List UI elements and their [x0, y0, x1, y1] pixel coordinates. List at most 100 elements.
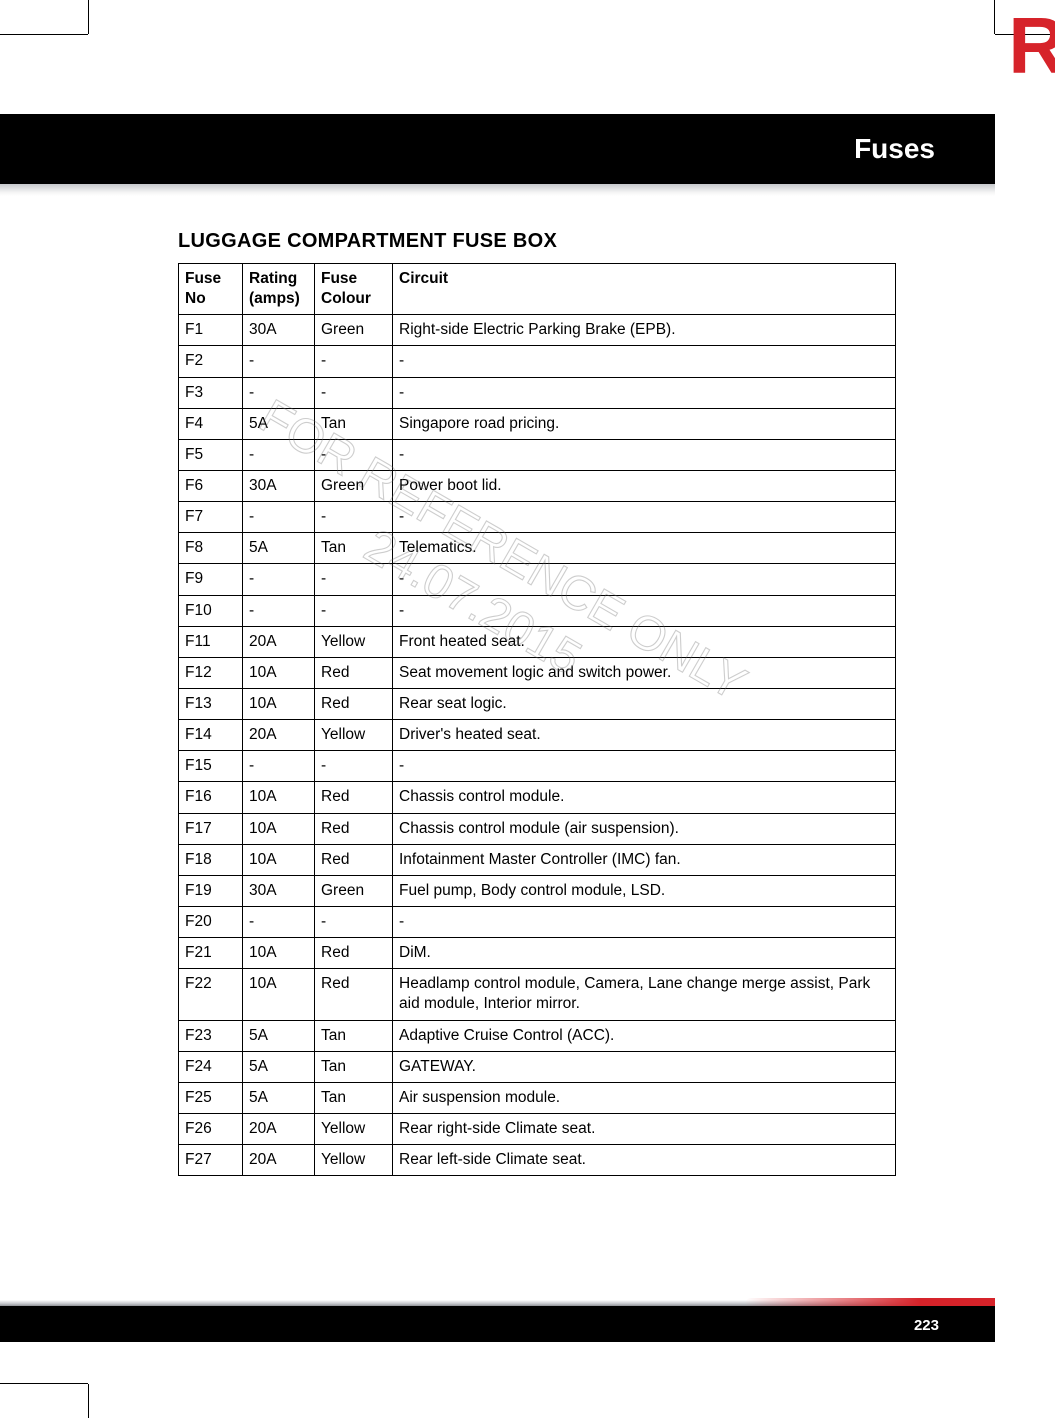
table-row: F1120AYellowFront heated seat. — [179, 626, 896, 657]
table-cell: F17 — [179, 813, 243, 844]
table-cell: Right-side Electric Parking Brake (EPB). — [393, 315, 896, 346]
table-cell: Fuel pump, Body control module, LSD. — [393, 875, 896, 906]
table-cell: - — [315, 346, 393, 377]
table-cell: 20A — [243, 720, 315, 751]
table-cell: F19 — [179, 875, 243, 906]
table-cell: F6 — [179, 470, 243, 501]
table-cell: Red — [315, 657, 393, 688]
table-cell: 10A — [243, 969, 315, 1020]
table-cell: 10A — [243, 782, 315, 813]
col-header-rating: Rating(amps) — [243, 264, 315, 315]
footer-bar — [0, 1306, 995, 1342]
table-cell: F9 — [179, 564, 243, 595]
table-cell: Tan — [315, 1020, 393, 1051]
table-cell: 10A — [243, 688, 315, 719]
page-number: 223 — [914, 1317, 939, 1334]
table-cell: Red — [315, 688, 393, 719]
page-title: Fuses — [854, 133, 935, 165]
table-cell: F11 — [179, 626, 243, 657]
section-letter: R — [1008, 0, 1055, 92]
table-cell: - — [315, 502, 393, 533]
table-cell: - — [243, 502, 315, 533]
table-cell: 30A — [243, 315, 315, 346]
table-row: F245ATanGATEWAY. — [179, 1051, 896, 1082]
col-header-circuit: Circuit — [393, 264, 896, 315]
table-cell: F16 — [179, 782, 243, 813]
table-cell: - — [393, 906, 896, 937]
table-cell: - — [243, 564, 315, 595]
table-cell: F2 — [179, 346, 243, 377]
table-cell: - — [315, 906, 393, 937]
table-cell: Red — [315, 969, 393, 1020]
table-body: F130AGreenRight-side Electric Parking Br… — [179, 315, 896, 1176]
table-cell: - — [393, 502, 896, 533]
col-header-colour: FuseColour — [315, 264, 393, 315]
table-cell: Chassis control module (air suspension). — [393, 813, 896, 844]
content-area: LUGGAGE COMPARTMENT FUSE BOX Fuse No Rat… — [178, 230, 896, 1176]
table-cell: DiM. — [393, 938, 896, 969]
table-cell: Power boot lid. — [393, 470, 896, 501]
table-cell: - — [243, 751, 315, 782]
table-cell: 10A — [243, 938, 315, 969]
table-cell: 30A — [243, 470, 315, 501]
table-cell: F8 — [179, 533, 243, 564]
table-cell: Tan — [315, 408, 393, 439]
table-cell: F3 — [179, 377, 243, 408]
table-cell: GATEWAY. — [393, 1051, 896, 1082]
table-row: F2110ARedDiM. — [179, 938, 896, 969]
table-row: F45ATanSingapore road pricing. — [179, 408, 896, 439]
table-row: F20--- — [179, 906, 896, 937]
table-cell: 10A — [243, 813, 315, 844]
table-cell: Adaptive Cruise Control (ACC). — [393, 1020, 896, 1051]
table-cell: Headlamp control module, Camera, Lane ch… — [393, 969, 896, 1020]
table-cell: 5A — [243, 533, 315, 564]
table-cell: F18 — [179, 844, 243, 875]
table-cell: Infotainment Master Controller (IMC) fan… — [393, 844, 896, 875]
table-cell: - — [315, 439, 393, 470]
table-cell: - — [393, 346, 896, 377]
col-header-fuseno: Fuse No — [179, 264, 243, 315]
table-cell: Yellow — [315, 1145, 393, 1176]
table-cell: Tan — [315, 1051, 393, 1082]
table-cell: 10A — [243, 844, 315, 875]
table-cell: Tan — [315, 1082, 393, 1113]
table-cell: - — [393, 751, 896, 782]
table-cell: F27 — [179, 1145, 243, 1176]
crop-mark — [88, 0, 89, 34]
table-cell: Red — [315, 938, 393, 969]
table-cell: Singapore road pricing. — [393, 408, 896, 439]
table-cell: 5A — [243, 408, 315, 439]
table-cell: - — [393, 595, 896, 626]
table-cell: F14 — [179, 720, 243, 751]
table-cell: 20A — [243, 626, 315, 657]
table-row: F630AGreenPower boot lid. — [179, 470, 896, 501]
table-cell: Chassis control module. — [393, 782, 896, 813]
table-row: F1610ARedChassis control module. — [179, 782, 896, 813]
table-cell: Seat movement logic and switch power. — [393, 657, 896, 688]
table-cell: - — [393, 439, 896, 470]
table-row: F7--- — [179, 502, 896, 533]
table-cell: Red — [315, 813, 393, 844]
table-cell: Yellow — [315, 626, 393, 657]
table-row: F1210ARedSeat movement logic and switch … — [179, 657, 896, 688]
page-header: Fuses — [0, 114, 995, 184]
table-row: F85ATanTelematics. — [179, 533, 896, 564]
table-cell: F23 — [179, 1020, 243, 1051]
table-cell: Telematics. — [393, 533, 896, 564]
table-cell: - — [243, 439, 315, 470]
table-cell: 5A — [243, 1082, 315, 1113]
table-row: F130AGreenRight-side Electric Parking Br… — [179, 315, 896, 346]
table-row: F15--- — [179, 751, 896, 782]
table-cell: - — [315, 595, 393, 626]
table-row: F2720AYellowRear left-side Climate seat. — [179, 1145, 896, 1176]
table-row: F2210ARedHeadlamp control module, Camera… — [179, 969, 896, 1020]
table-cell: Front heated seat. — [393, 626, 896, 657]
table-cell: 20A — [243, 1113, 315, 1144]
table-cell: Green — [315, 875, 393, 906]
table-cell: - — [393, 377, 896, 408]
table-cell: F10 — [179, 595, 243, 626]
table-row: F5--- — [179, 439, 896, 470]
table-row: F1420AYellowDriver's heated seat. — [179, 720, 896, 751]
table-cell: 5A — [243, 1051, 315, 1082]
table-row: F1930AGreenFuel pump, Body control modul… — [179, 875, 896, 906]
